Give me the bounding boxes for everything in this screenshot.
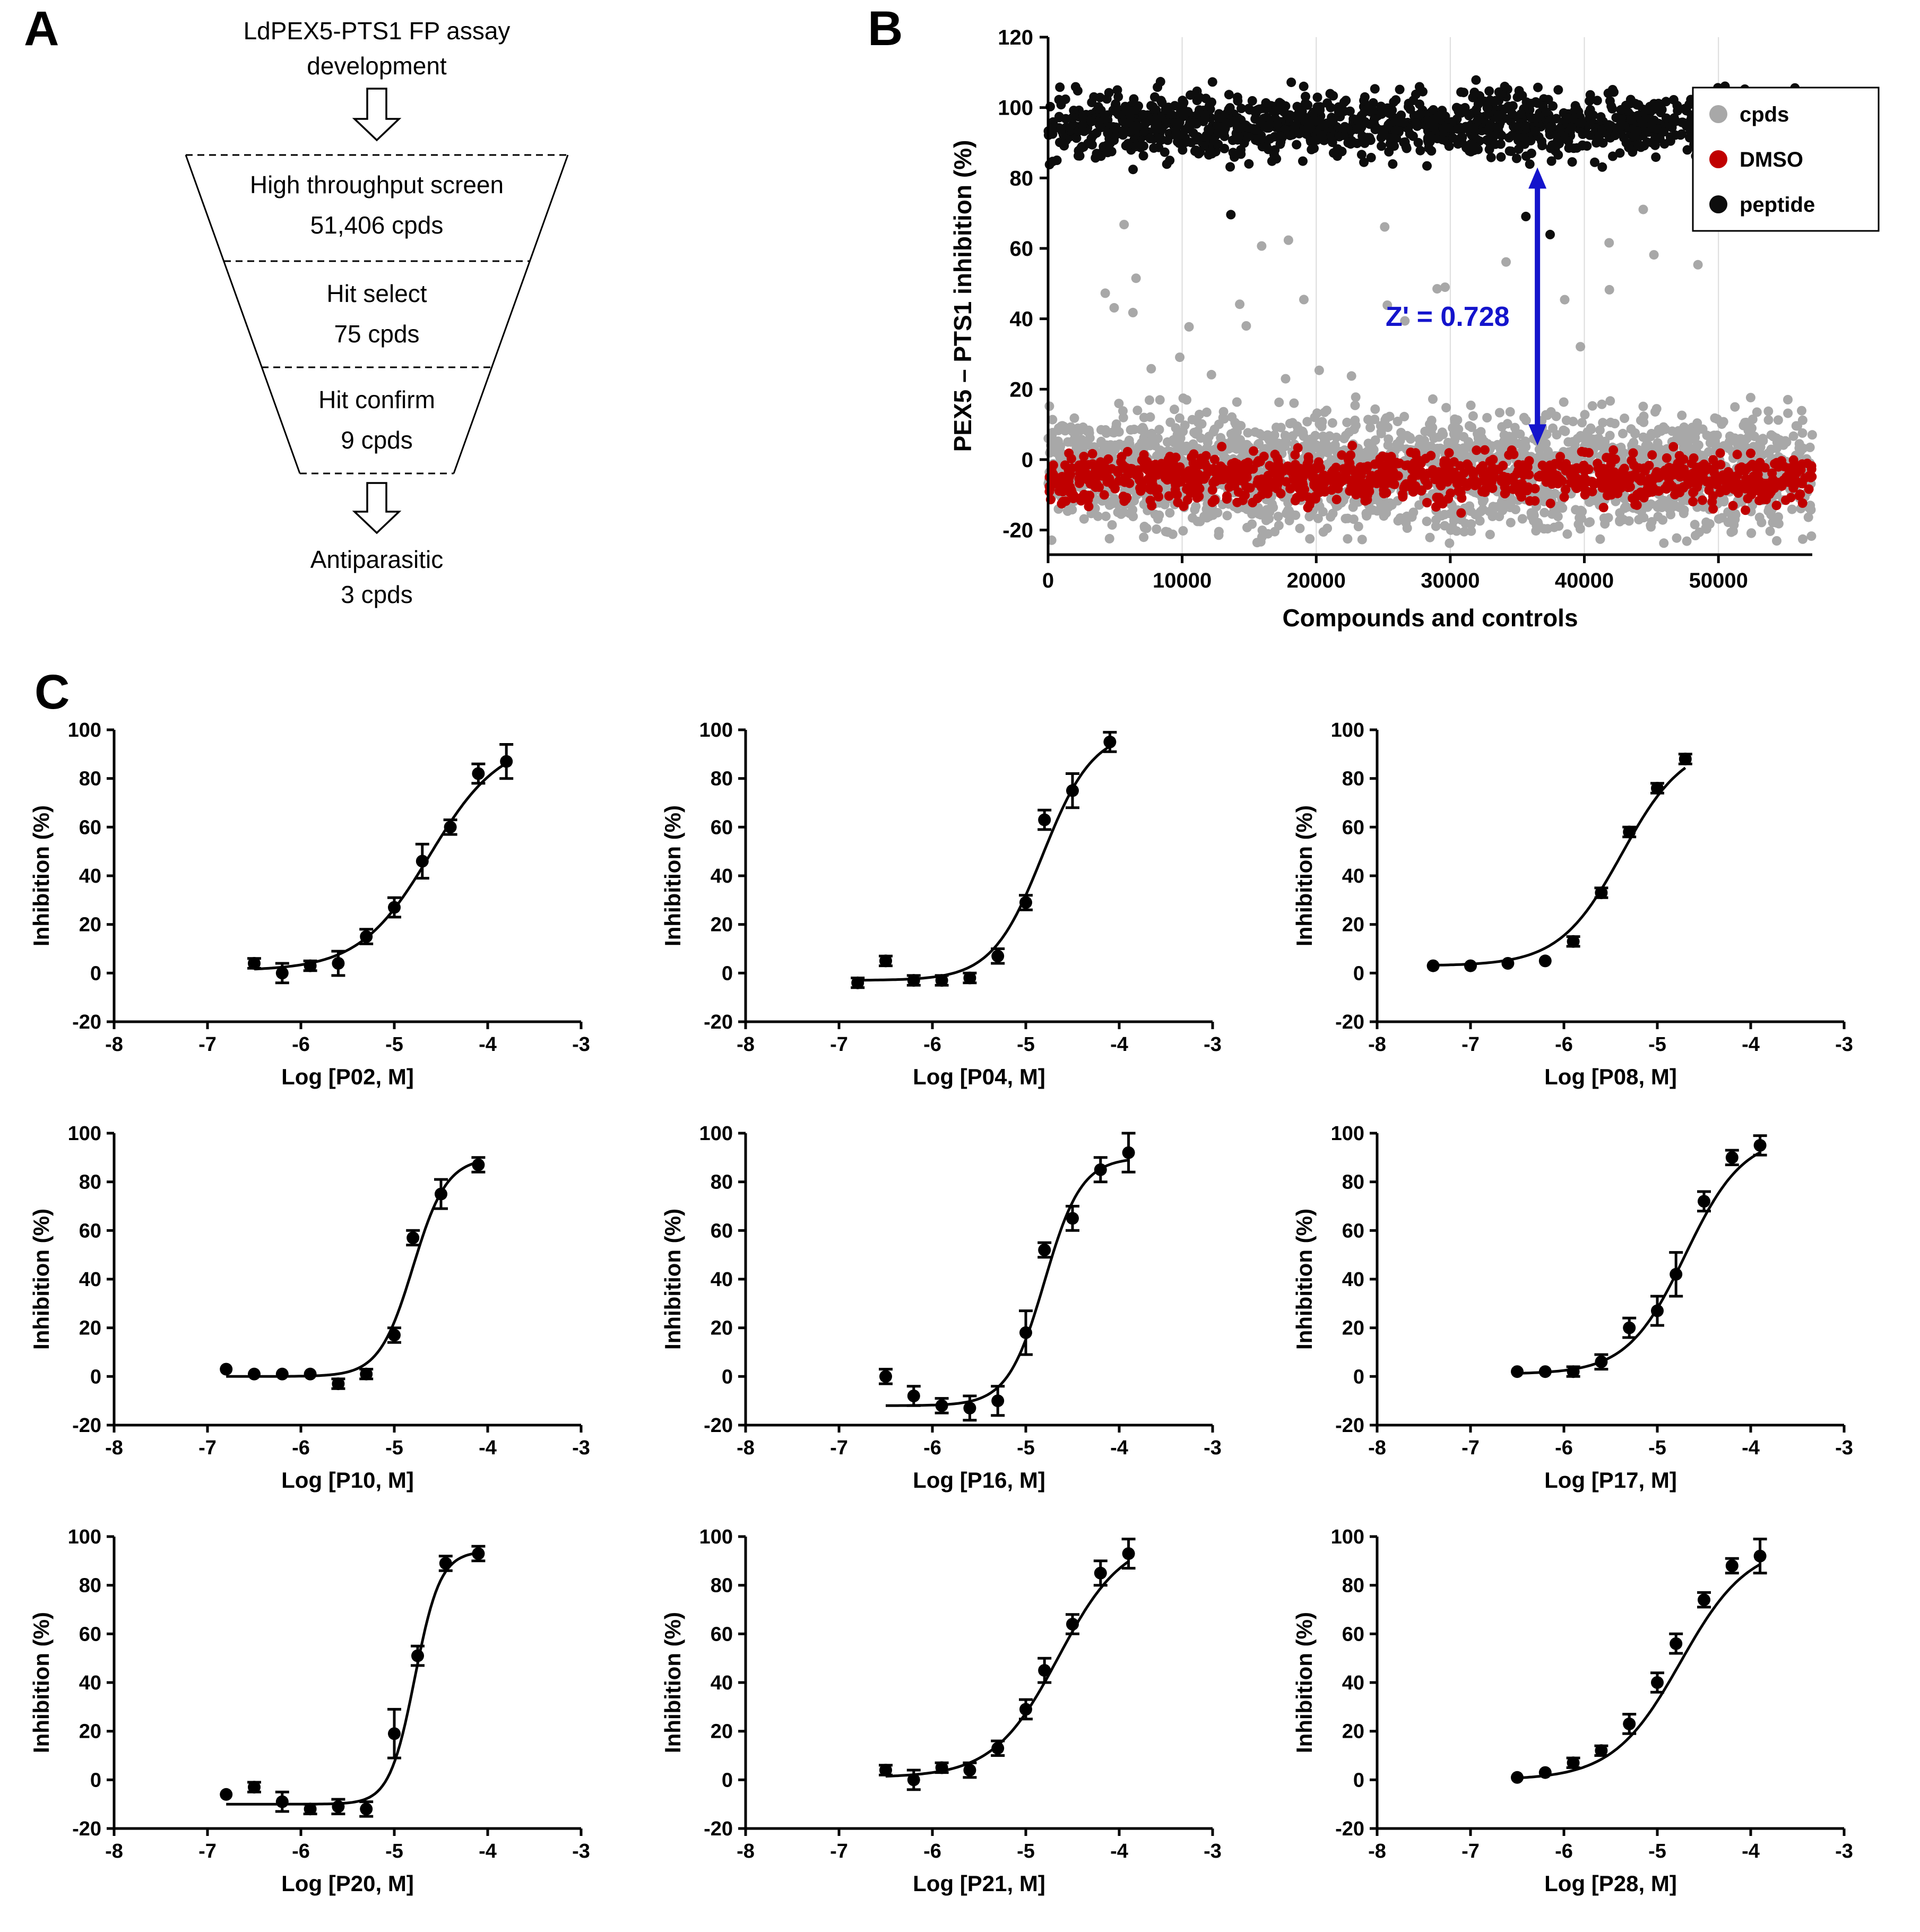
dose-response-chart-p17: -20 0 20 40 60 80 100 -8 -7 -6 -5 -4 -3 Log [P17, M] I…: [1284, 1120, 1895, 1513]
svg-text:-4: -4: [479, 1033, 497, 1056]
svg-text:40000: 40000: [1555, 569, 1614, 592]
svg-text:-7: -7: [198, 1033, 217, 1056]
svg-text:-6: -6: [292, 1033, 310, 1056]
funnel-diagram: LdPEX5-PTS1 FP assay development High th…: [185, 17, 569, 608]
svg-text:Z' = 0.728: Z' = 0.728: [1386, 301, 1510, 332]
down-arrow-icon: [352, 482, 402, 534]
svg-text:40: 40: [711, 865, 733, 887]
svg-text:60: 60: [711, 816, 733, 839]
svg-text:0: 0: [722, 962, 733, 985]
svg-text:40: 40: [1010, 308, 1034, 331]
funnel-stage3-line1: Hit confirm: [318, 386, 435, 413]
funnel-stage2-line2: 75 cpds: [334, 320, 419, 348]
dose-response-chart-p02: -20 0 20 40 60 80 100 -8 -7 -6 -5 -4 -3 Log [P02, M] I…: [21, 717, 632, 1109]
svg-text:0: 0: [90, 962, 101, 985]
svg-text:20: 20: [1010, 378, 1034, 401]
svg-text:0: 0: [1042, 569, 1054, 592]
svg-text:-20: -20: [72, 1011, 101, 1033]
svg-text:-5: -5: [385, 1033, 403, 1056]
hts-scatter-chart: -20 0 20 40 60 80 100 120 0 10000 20000 30000 40000 5…: [780, 8, 1916, 653]
svg-text:Compounds and controls: Compounds and controls: [1282, 604, 1578, 632]
dose-response-chart-p28: -20 0 20 40 60 80 100 -8 -7 -6 -5 -4 -3 Log [P28, M] I…: [1284, 1523, 1895, 1916]
assay-title-line2: development: [307, 52, 447, 80]
svg-text:100: 100: [68, 719, 101, 741]
svg-text:20: 20: [711, 914, 733, 936]
svg-text:120: 120: [998, 26, 1033, 49]
svg-text:80: 80: [79, 768, 101, 790]
svg-text:Inhibition (%): Inhibition (%): [29, 805, 54, 946]
panel-a-label: A: [24, 2, 59, 56]
funnel-stage3-line2: 9 cpds: [341, 426, 413, 454]
dose-response-grid: -20 0 20 40 60 80 100 -8 -7 -6 -5 -4 -3 Log [P02, M] I…: [21, 717, 1895, 1916]
dose-response-chart-p08: -20 0 20 40 60 80 100 -8 -7 -6 -5 -4 -3 Log [P08, M] I…: [1284, 717, 1895, 1109]
outcome-line2: 3 cpds: [341, 581, 413, 608]
svg-text:40: 40: [79, 865, 101, 887]
svg-text:10000: 10000: [1153, 569, 1212, 592]
dose-response-chart-p20: -20 0 20 40 60 80 100 -8 -7 -6 -5 -4 -3 Log [P20, M] I…: [21, 1523, 632, 1916]
funnel-left-edge: [185, 154, 301, 474]
panel-a-flowchart: LdPEX5-PTS1 FP assay development High th…: [16, 6, 732, 619]
dose-response-chart-p21: -20 0 20 40 60 80 100 -8 -7 -6 -5 -4 -3 Log [P21, M] I…: [653, 1523, 1263, 1916]
panel-c-label: C: [34, 665, 70, 719]
outcome-line1: Antiparasitic: [310, 546, 444, 573]
assay-title-line1: LdPEX5-PTS1 FP assay: [244, 17, 511, 45]
svg-text:-3: -3: [572, 1033, 590, 1056]
dose-response-chart-p10: -20 0 20 40 60 80 100 -8 -7 -6 -5 -4 -3 Log [P10, M] I…: [21, 1120, 632, 1513]
svg-text:-20: -20: [1002, 519, 1033, 542]
svg-text:50000: 50000: [1689, 569, 1748, 592]
svg-text:60: 60: [79, 816, 101, 839]
svg-text:cpds: cpds: [1740, 103, 1789, 126]
svg-text:60: 60: [1010, 237, 1034, 261]
svg-text:-8: -8: [105, 1033, 123, 1056]
svg-text:20: 20: [79, 914, 101, 936]
dose-response-chart-p16: -20 0 20 40 60 80 100 -8 -7 -6 -5 -4 -3 Log [P16, M] I…: [653, 1120, 1263, 1513]
panel-b-screen-scatter: -20 0 20 40 60 80 100 120 0 10000 20000 30000 40000 5…: [780, 8, 1916, 653]
svg-text:peptide: peptide: [1740, 193, 1815, 217]
svg-text:100: 100: [998, 97, 1033, 120]
funnel-stage1-line1: High throughput screen: [250, 171, 504, 199]
svg-text:80: 80: [1010, 167, 1034, 190]
svg-text:Log [P02, M]: Log [P02, M]: [281, 1064, 414, 1089]
down-arrow-icon: [352, 88, 402, 142]
funnel-stage2-line1: Hit select: [326, 280, 427, 307]
svg-text:30000: 30000: [1421, 569, 1480, 592]
svg-text:PEX5 – PTS1 inhibition (%): PEX5 – PTS1 inhibition (%): [949, 140, 976, 452]
panel-b-label: B: [868, 2, 903, 56]
svg-text:-20: -20: [704, 1011, 733, 1033]
svg-text:0: 0: [1022, 448, 1033, 472]
funnel-right-edge: [453, 154, 569, 474]
svg-text:20000: 20000: [1287, 569, 1346, 592]
svg-text:DMSO: DMSO: [1740, 148, 1803, 171]
funnel-stage1-line2: 51,406 cpds: [310, 211, 444, 239]
dose-response-chart-p04: -20 0 20 40 60 80 100 -8 -7 -6 -5 -4 -3 Log [P04, M] I…: [653, 717, 1263, 1109]
